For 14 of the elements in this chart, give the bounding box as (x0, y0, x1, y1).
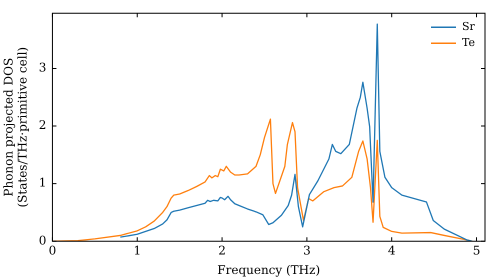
y-tick-label: 3 (38, 60, 46, 75)
x-tick-label: 2 (218, 244, 226, 258)
x-tick-label: 1 (133, 244, 142, 258)
legend-label: Te (462, 36, 476, 50)
x-tick-label: 4 (388, 244, 396, 258)
y-tick-label: 1 (38, 176, 46, 190)
x-tick-label: 3 (303, 244, 311, 258)
legend-label: Sr (462, 20, 476, 34)
y-tick-label: 2 (38, 118, 46, 132)
y-tick-label: 0 (38, 233, 46, 248)
x-axis-title: Frequency (THz) (217, 262, 320, 277)
x-tick-label: 5 (472, 244, 480, 258)
x-tick-label: 0 (48, 244, 56, 258)
y-axis-title: Phonon projected DOS (States/THz·primitive cell) (1, 46, 30, 208)
